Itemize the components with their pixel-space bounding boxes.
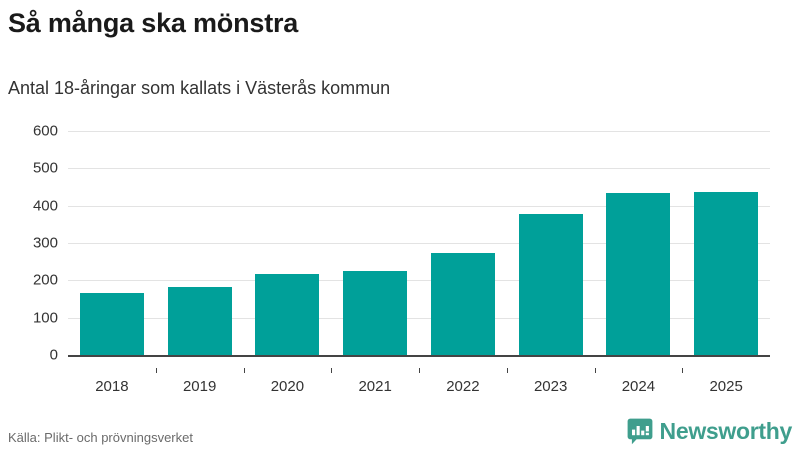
newsworthy-logo-text: Newsworthy	[659, 418, 793, 444]
x-axis-tick-mark	[506, 368, 508, 373]
bar-slot	[507, 131, 595, 355]
page-title: Så många ska mönstra	[8, 8, 299, 38]
gridline	[68, 168, 770, 170]
newsworthy-logo-icon	[627, 418, 652, 445]
page-subtitle: Antal 18-åringar som kallats i Västerås …	[8, 78, 391, 98]
chart-footer: Källa: Plikt- och prövningsverket Newswo…	[0, 400, 800, 450]
y-axis-tick-label: 600	[32, 122, 58, 140]
bar-2019[interactable]	[167, 287, 232, 355]
x-axis-tick-mark	[243, 368, 245, 373]
x-axis-tick-label: 2025	[709, 378, 743, 395]
bar-series	[68, 131, 770, 355]
x-axis-tick-label: 2024	[621, 378, 656, 395]
x-axis-tick-mark	[594, 368, 596, 373]
bar-2018[interactable]	[79, 293, 144, 355]
y-axis-tick-label: 500	[32, 159, 58, 177]
bar-slot	[331, 131, 419, 355]
y-axis-tick-label: 200	[32, 271, 58, 289]
bar-chart: 0 100 200 300 400 500 600 2018 2019 2020 2021 2022…	[0, 118, 800, 395]
x-axis-tick-mark	[155, 368, 157, 373]
bar-slot	[419, 131, 507, 355]
bar-2022[interactable]	[430, 253, 495, 355]
x-axis-tick-label: 2023	[533, 378, 568, 395]
plot-area: 0 100 200 300 400 500 600 2018 2019 2020 2021 2022…	[33, 123, 770, 395]
gridline	[68, 280, 770, 282]
bar-slot	[244, 131, 332, 355]
bar-2025[interactable]	[694, 192, 759, 355]
source-note: Källa: Plikt- och prövningsverket	[8, 430, 193, 445]
bar-slot	[595, 131, 683, 355]
x-axis-tick-label: 2020	[270, 378, 305, 395]
x-axis-tick-mark	[419, 368, 420, 373]
x-axis-line	[68, 355, 770, 357]
gridline	[68, 317, 770, 319]
x-axis-tick-label: 2018	[95, 378, 129, 395]
x-axis-tick-label: 2022	[446, 378, 480, 395]
bar-2021[interactable]	[343, 270, 408, 355]
x-axis-tick-mark	[331, 368, 333, 373]
x-axis-tick-label: 2019	[182, 378, 217, 395]
y-axis-tick-label: 300	[32, 234, 58, 252]
gridline	[68, 205, 770, 207]
gridline	[68, 243, 770, 244]
bar-2023[interactable]	[518, 213, 583, 355]
bar-slot	[156, 131, 244, 355]
newsworthy-logo[interactable]: Newsworthy	[627, 418, 792, 445]
bar-slot	[68, 131, 156, 355]
x-axis-tick-mark	[682, 368, 684, 373]
bar-slot	[682, 131, 770, 355]
gridline	[68, 131, 770, 132]
bar-2024[interactable]	[606, 193, 671, 355]
x-axis-tick-label: 2021	[358, 378, 392, 395]
y-axis-tick-label: 100	[32, 309, 58, 327]
bar-2020[interactable]	[255, 274, 320, 355]
y-axis-tick-label: 0	[49, 346, 58, 364]
y-axis-tick-label: 400	[32, 197, 58, 215]
